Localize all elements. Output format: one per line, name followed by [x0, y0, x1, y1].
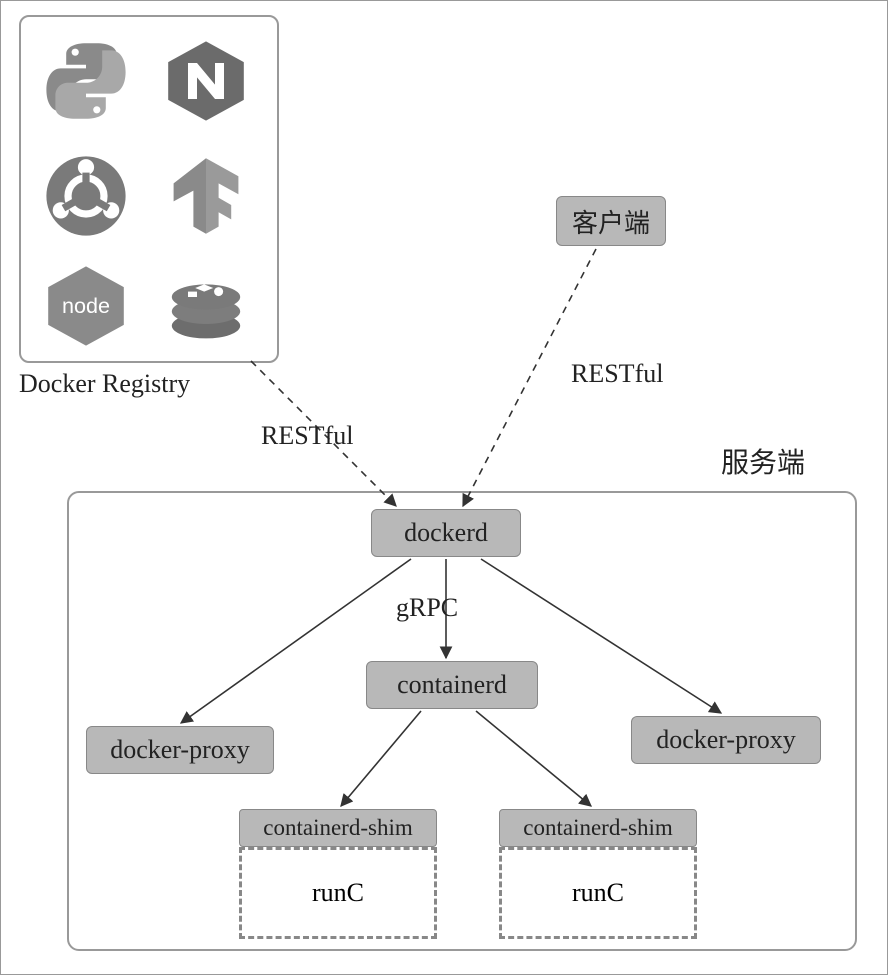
python-icon	[41, 36, 131, 126]
runc-right-label: runC	[572, 878, 624, 908]
server-label: 服务端	[721, 441, 805, 481]
docker-proxy-right-label: docker-proxy	[656, 725, 796, 755]
containerd-shim-right-label: containerd-shim	[523, 815, 672, 841]
node-icon: node	[41, 261, 131, 351]
edge-label-restful-2: RESTful	[571, 359, 663, 389]
runc-right-box: runC	[499, 847, 697, 939]
containerd-shim-right-node: containerd-shim	[499, 809, 697, 847]
runc-left-box: runC	[239, 847, 437, 939]
docker-registry-label: Docker Registry	[19, 369, 190, 399]
containerd-shim-left-label: containerd-shim	[263, 815, 412, 841]
docker-proxy-left-label: docker-proxy	[110, 735, 250, 765]
containerd-shim-left-node: containerd-shim	[239, 809, 437, 847]
svg-text:node: node	[62, 293, 110, 318]
tensorflow-icon	[161, 151, 251, 241]
nginx-icon	[161, 36, 251, 126]
ubuntu-icon	[41, 151, 131, 241]
docker-proxy-right-node: docker-proxy	[631, 716, 821, 764]
containerd-node: containerd	[366, 661, 538, 709]
edge-label-restful-1: RESTful	[261, 421, 353, 451]
redis-icon	[161, 261, 251, 351]
client-label: 客户端	[572, 203, 650, 240]
client-node: 客户端	[556, 196, 666, 246]
edge-label-grpc: gRPC	[396, 593, 458, 623]
dockerd-node: dockerd	[371, 509, 521, 557]
docker-proxy-left-node: docker-proxy	[86, 726, 274, 774]
runc-left-label: runC	[312, 878, 364, 908]
containerd-label: containerd	[397, 670, 507, 700]
dockerd-label: dockerd	[404, 518, 488, 548]
